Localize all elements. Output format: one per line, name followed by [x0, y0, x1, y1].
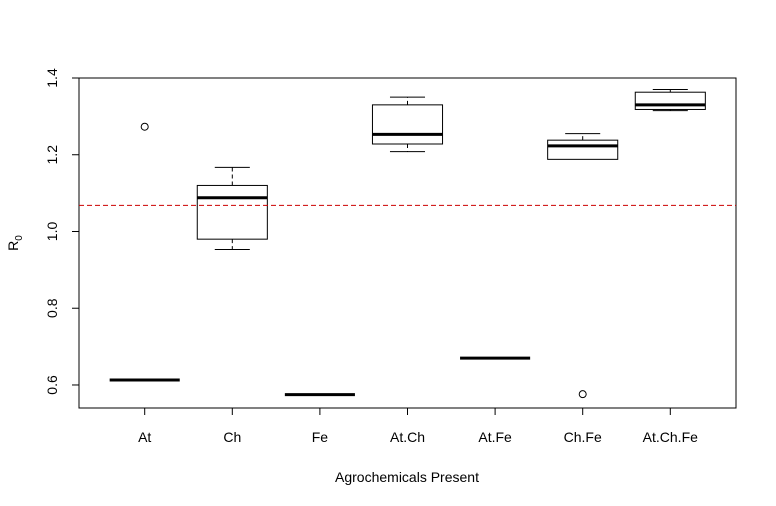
- x-tick-label: Ch.Fe: [564, 429, 602, 445]
- y-axis-title: R0: [5, 235, 25, 251]
- x-tick-label: At.Fe: [478, 429, 512, 445]
- box-iqr: [634, 91, 706, 110]
- y-axis: 0.6 0.8 1.0 1.2 1.4: [44, 68, 80, 395]
- box-at-ch: [371, 96, 444, 153]
- box-at: [109, 122, 180, 382]
- box-ch: [196, 166, 268, 251]
- box-iqr: [547, 139, 619, 160]
- box-ch-fe: [547, 133, 619, 399]
- y-tick-label: 1.4: [44, 68, 60, 88]
- x-tick-label: At.Ch: [390, 429, 425, 445]
- box-at-ch-fe: [634, 89, 706, 112]
- y-axis-title-sub: 0: [14, 235, 25, 241]
- x-tick-label: At: [138, 429, 151, 445]
- y-axis-title-main: R: [5, 241, 21, 251]
- x-axis: At Ch Fe At.Ch At.Fe Ch.Fe At.Ch.Fe: [138, 407, 698, 445]
- box-iqr: [196, 184, 268, 240]
- y-tick-label: 0.8: [44, 298, 60, 318]
- outlier-point: [140, 122, 149, 131]
- y-tick-label: 0.6: [44, 375, 60, 395]
- box-iqr: [371, 104, 444, 145]
- boxes-group: [109, 89, 706, 399]
- x-tick-label: Fe: [312, 429, 329, 445]
- x-tick-label: Ch: [223, 429, 241, 445]
- x-tick-label: At.Ch.Fe: [643, 429, 698, 445]
- x-axis-title: Agrochemicals Present: [335, 469, 479, 485]
- outlier-point: [578, 390, 587, 399]
- y-tick-label: 1.2: [44, 145, 60, 165]
- y-tick-label: 1.0: [44, 222, 60, 242]
